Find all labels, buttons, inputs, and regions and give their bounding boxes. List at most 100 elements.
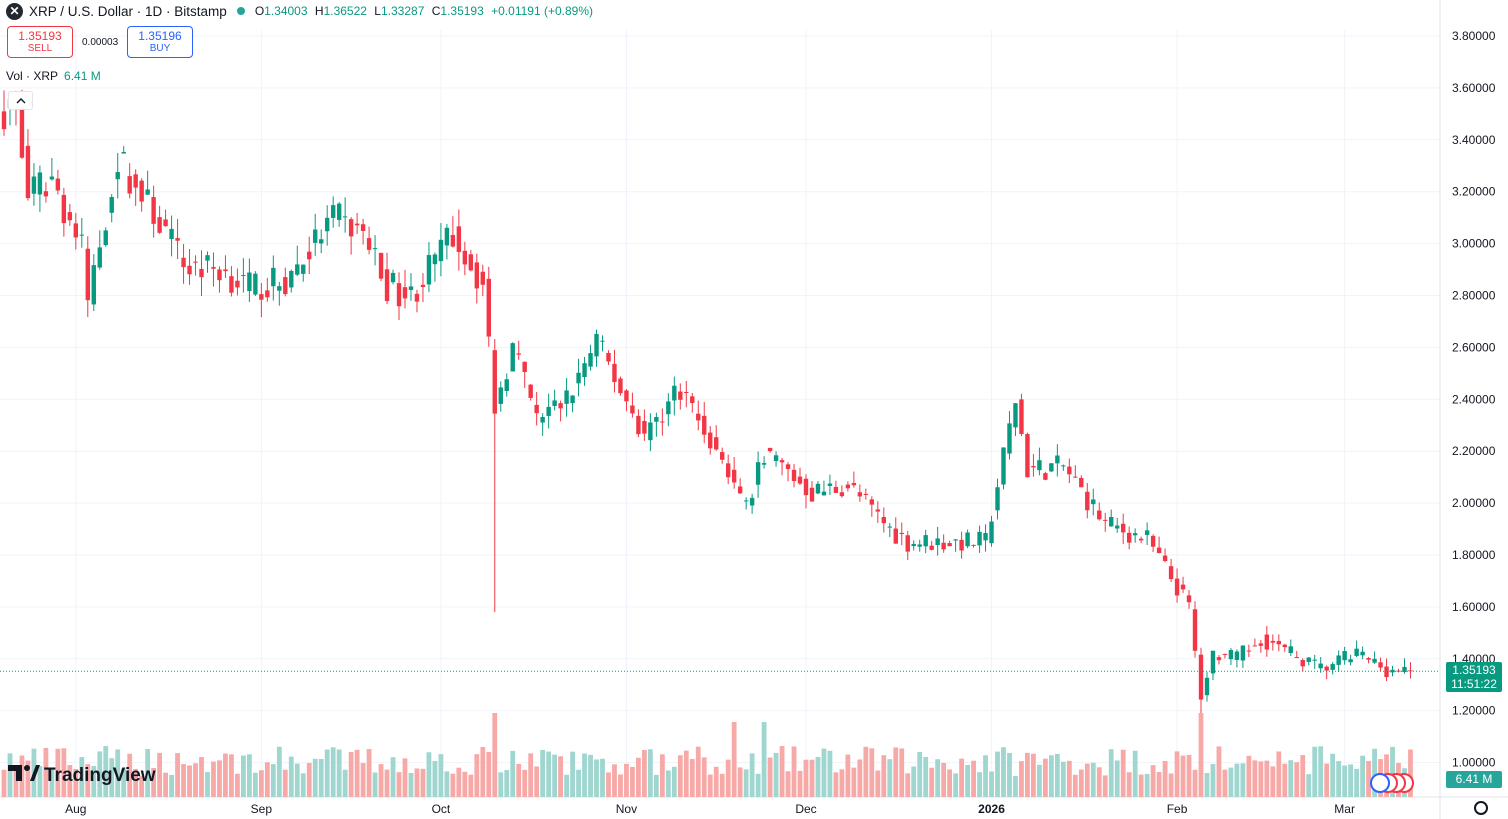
candle-body	[929, 545, 934, 550]
volume-bar	[1096, 767, 1102, 797]
candle-body	[1378, 662, 1383, 668]
candle-body	[1186, 595, 1192, 603]
events-flags-icon[interactable]	[1370, 773, 1418, 795]
volume-bar	[1366, 761, 1371, 797]
candle-body	[570, 395, 575, 404]
volume-bar	[504, 769, 510, 797]
chart-settings-icon[interactable]	[1474, 801, 1488, 815]
volume-bar	[713, 766, 719, 797]
volume-bar	[37, 766, 43, 797]
volume-bar	[510, 750, 516, 797]
volume-bar	[354, 749, 360, 797]
volume-bar	[558, 756, 564, 797]
volume-bar	[1318, 746, 1324, 797]
volume-bar	[606, 772, 611, 797]
last-volume-label: 6.41 M	[1446, 771, 1502, 788]
candle-body	[803, 478, 809, 496]
volume-bar	[803, 759, 809, 797]
candle-body	[1402, 666, 1407, 672]
candle-body	[989, 521, 994, 544]
candle-body	[737, 486, 743, 494]
candle-body	[301, 264, 306, 274]
volume-bar	[366, 749, 372, 797]
volume-bar	[229, 754, 234, 797]
buy-button[interactable]: 1.35196 BUY	[127, 26, 193, 58]
volume-bar	[1270, 766, 1276, 797]
candle-body	[606, 352, 611, 362]
volume-bar	[73, 769, 79, 797]
volume-bar	[1126, 772, 1132, 797]
candle-body	[1091, 499, 1096, 505]
candle-body	[450, 235, 456, 247]
volume-bar	[845, 754, 851, 797]
candle-body	[983, 533, 988, 541]
candle-body	[474, 262, 480, 289]
candle-body	[1013, 403, 1018, 428]
sell-label: SELL	[27, 43, 53, 54]
candle-body	[468, 254, 474, 271]
volume-bar	[683, 750, 689, 797]
candle-body	[941, 542, 946, 550]
volume-bar	[528, 753, 534, 797]
candle-body	[821, 491, 827, 496]
candle-body	[624, 390, 629, 402]
candle-body	[199, 268, 204, 278]
tradingview-logo[interactable]: TradingView	[8, 764, 156, 787]
volume-bar	[1198, 713, 1204, 797]
sell-button[interactable]: 1.35193 SELL	[7, 26, 73, 58]
candle-body	[911, 543, 916, 547]
volume-bar	[761, 722, 767, 797]
y-tick-label: 3.20000	[1452, 185, 1496, 199]
candle-body	[1174, 578, 1180, 596]
volume-bar	[719, 773, 725, 797]
candle-body	[1282, 644, 1287, 648]
candle-body	[1222, 653, 1228, 655]
close-value: 1.35193	[440, 4, 484, 18]
volume-bar	[163, 772, 168, 797]
volume-bar	[594, 759, 599, 797]
volume-bar	[462, 771, 468, 797]
volume-bar	[396, 772, 402, 797]
candle-body	[25, 145, 31, 199]
candle-body	[773, 455, 779, 462]
volume-bar	[1084, 763, 1090, 797]
bar-countdown: 11:51:22	[1451, 677, 1497, 691]
volume-bar	[390, 757, 396, 797]
candle-body	[492, 350, 497, 414]
candle-body	[618, 378, 623, 394]
collapse-legend-button[interactable]	[8, 91, 33, 110]
volume-bar	[1013, 775, 1018, 797]
volume-bar	[1037, 764, 1042, 797]
candle-body	[265, 290, 270, 298]
candle-body	[1103, 519, 1108, 521]
symbol-title[interactable]: XRP / U.S. Dollar · 1D · Bitstamp	[29, 3, 227, 19]
volume-bar	[61, 748, 67, 797]
candle-body	[1354, 648, 1359, 656]
volume-bar	[582, 753, 587, 797]
volume-bar	[887, 759, 893, 797]
candle-body	[402, 287, 408, 299]
candle-body	[498, 387, 503, 404]
candle-body	[73, 223, 79, 238]
candle-body	[1168, 566, 1174, 580]
volume-legend[interactable]: Vol · XRP 6.41 M	[6, 69, 101, 83]
x-tick-label: Nov	[616, 802, 637, 816]
candle-body	[965, 532, 970, 547]
volume-bar	[444, 771, 450, 797]
x-tick-label: 2026	[978, 802, 1005, 816]
volume-bar	[953, 773, 959, 797]
volume-bar	[797, 770, 803, 797]
volume-bar	[1300, 755, 1306, 797]
candle-body	[666, 401, 671, 415]
y-tick-label: 3.00000	[1452, 237, 1496, 251]
volume-bar	[348, 751, 354, 797]
candle-body	[271, 267, 276, 287]
candle-body	[1336, 655, 1341, 665]
candle-body	[690, 396, 695, 403]
volume-bar	[881, 755, 887, 797]
candle-body	[336, 203, 342, 220]
candle-body	[779, 460, 785, 463]
candle-body	[1001, 447, 1006, 485]
buy-price: 1.35196	[138, 29, 182, 43]
